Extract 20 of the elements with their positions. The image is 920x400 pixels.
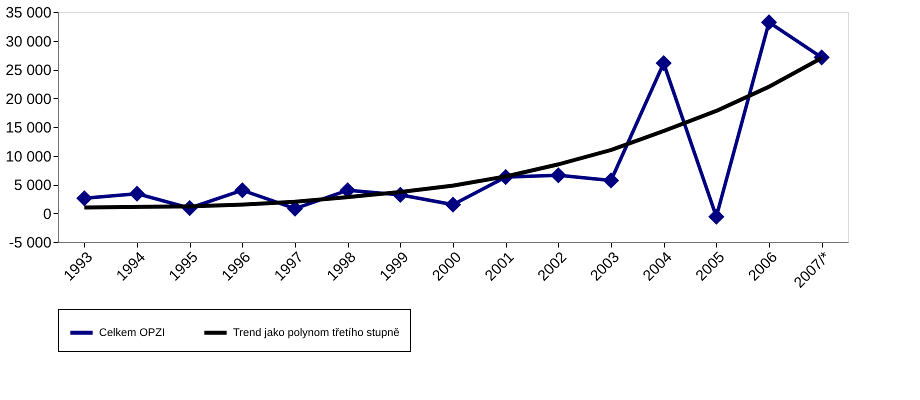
legend-label: Celkem OPZI	[99, 326, 166, 339]
point	[444, 196, 462, 213]
legend-label: Trend jako polynom třetího stupně	[233, 326, 400, 339]
point	[656, 55, 672, 72]
y-tick-label: 5 000	[14, 177, 52, 194]
y-tick-label: 35 000	[6, 4, 52, 22]
point	[602, 172, 620, 189]
point	[760, 14, 778, 30]
point	[550, 167, 566, 184]
point	[76, 190, 92, 206]
point	[234, 182, 250, 198]
y-tick-label: 15 000	[6, 120, 52, 136]
y-tick-label: 25 000	[6, 62, 52, 79]
point	[708, 208, 724, 225]
point	[128, 186, 146, 202]
y-tick-label: 10 000	[6, 148, 52, 166]
y-tick-label: -5 000	[8, 234, 52, 252]
y-tick-label: 0	[43, 206, 52, 223]
y-tick-label: 30 000	[6, 33, 52, 50]
y-tick-label: 20 000	[6, 90, 52, 108]
